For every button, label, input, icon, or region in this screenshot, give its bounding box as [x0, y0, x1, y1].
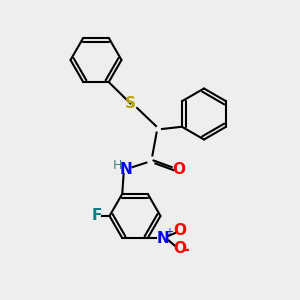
Text: H: H: [113, 159, 122, 172]
Text: O: O: [173, 241, 186, 256]
Text: O: O: [173, 223, 186, 238]
Text: F: F: [92, 208, 102, 224]
Text: -: -: [182, 241, 189, 259]
Text: O: O: [172, 162, 185, 177]
Text: S: S: [125, 96, 136, 111]
Text: +: +: [165, 226, 173, 237]
Text: N: N: [120, 162, 132, 177]
Text: N: N: [157, 231, 170, 246]
